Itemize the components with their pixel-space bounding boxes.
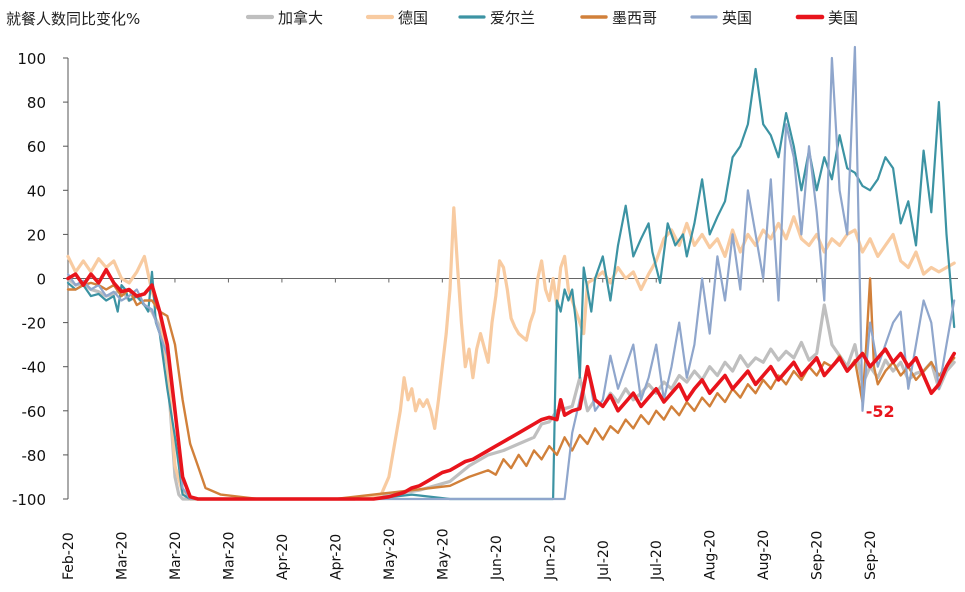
y-tick-label: 20 [27,226,46,244]
y-tick-label: -20 [22,315,47,333]
legend-label-1: 德国 [398,9,428,27]
x-tick-label: May-20 [435,528,451,580]
x-tick-label: Sep-20 [810,531,826,580]
series-line-2 [66,67,956,501]
x-tick-label: Apr-20 [275,534,291,580]
y-tick-label: 0 [36,271,46,289]
end-value-label: -52 [866,402,895,421]
legend: 加拿大 德国 爱尔兰 墨西哥 英国 美国 [245,9,858,27]
y-tick-label: -60 [22,403,47,421]
y-tick-label: -80 [22,447,47,465]
x-axis: Feb-20 Mar-20 Mar-20 Mar-20 Apr-20 Apr-20 May-… [61,278,958,581]
series-line-5 [66,267,956,501]
x-tick-label: Jun-20 [542,535,558,581]
legend-label-4: 英国 [722,9,752,27]
x-tick-label: May-20 [382,528,398,580]
series-line-4 [66,45,956,501]
x-tick-label: Mar-20 [114,532,130,580]
series-line-1 [66,206,956,501]
legend-label-0: 加拿大 [278,9,323,27]
legend-label-2: 爱尔兰 [490,9,535,27]
y-tick-label: -100 [12,491,46,509]
legend-label-3: 墨西哥 [612,9,657,27]
x-tick-label: Mar-20 [221,532,237,580]
y-axis-title: 就餐人数同比变化% [6,10,140,28]
x-tick-label: Apr-20 [328,534,344,580]
y-axis-ticks: 100 80 60 40 20 0 -20 -40 -60 -80 -100 [12,50,69,509]
x-tick-label: Jun-20 [489,535,505,581]
x-tick-label: Sep-20 [863,531,879,580]
x-tick-label: Feb-20 [61,532,77,580]
y-tick-label: -40 [22,359,47,377]
y-tick-label: 80 [27,94,46,112]
y-tick-label: 40 [27,182,46,200]
y-tick-label: 60 [27,138,46,156]
x-tick-label: Aug-20 [703,530,719,580]
legend-label-5: 美国 [828,9,858,27]
x-tick-label: Jul-20 [596,540,612,581]
y-tick-label: 100 [17,50,46,68]
x-tick-label: Mar-20 [168,532,184,580]
x-tick-label: Aug-20 [756,530,772,580]
series-group [66,45,956,501]
x-tick-label: Jul-20 [649,540,665,581]
